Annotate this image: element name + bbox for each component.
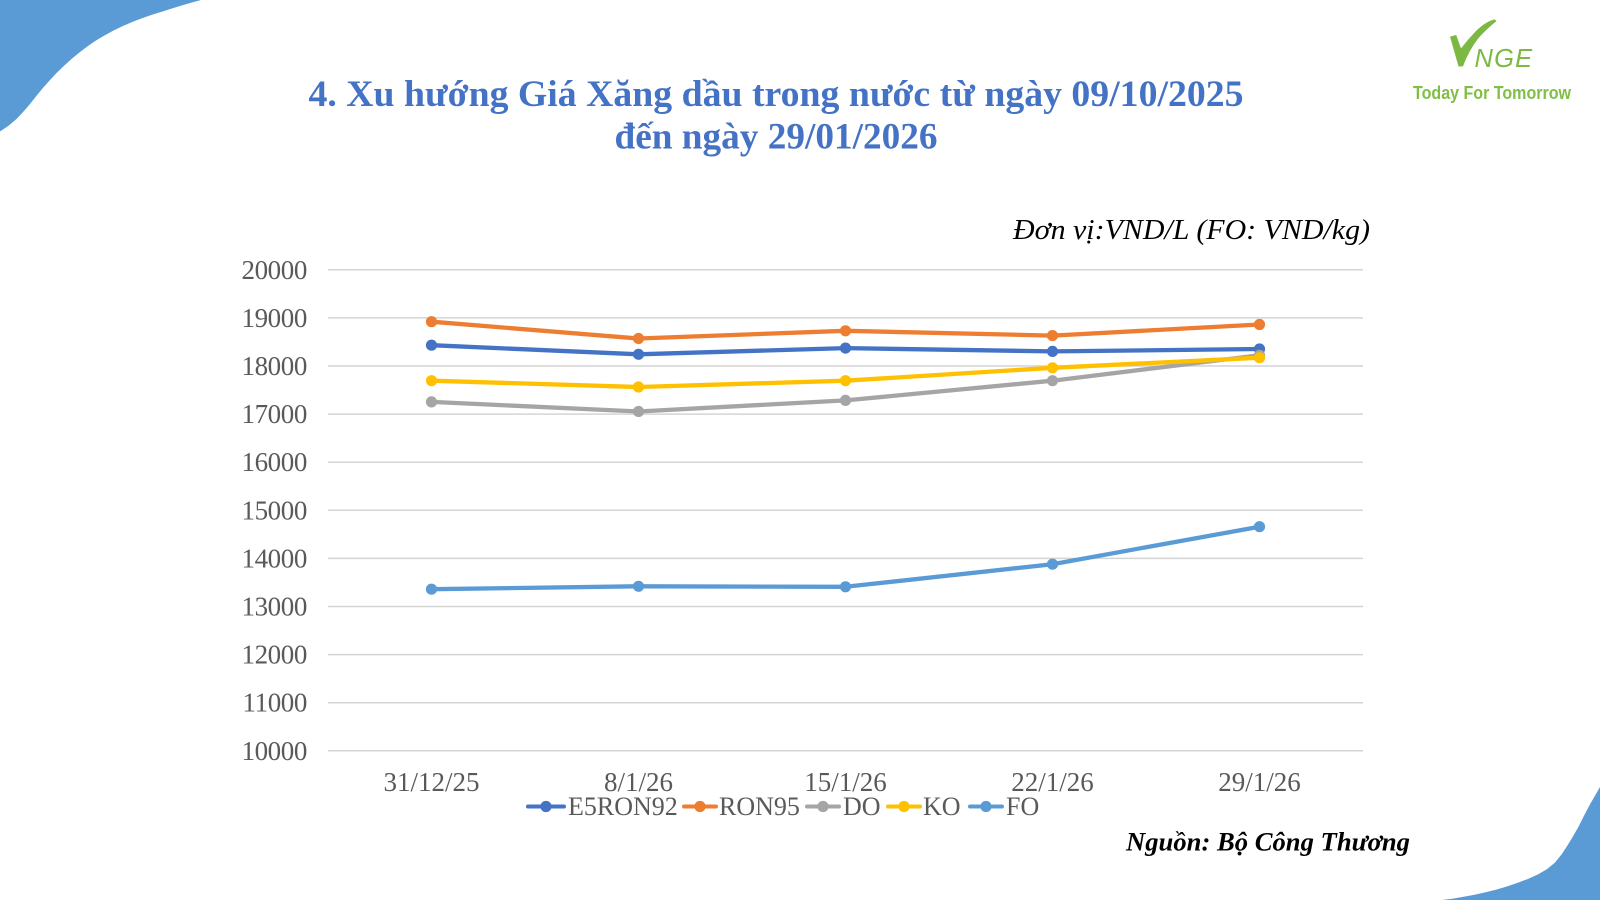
svg-text:19000: 19000 [241,303,307,333]
svg-text:10000: 10000 [241,736,307,766]
svg-text:22/1/26: 22/1/26 [1011,767,1094,797]
svg-text:11000: 11000 [243,688,308,718]
svg-text:13000: 13000 [241,592,307,622]
svg-text:Today For Tomorrow: Today For Tomorrow [1413,82,1572,103]
svg-text:NGE: NGE [1475,45,1534,73]
svg-text:12000: 12000 [241,640,307,670]
svg-text:15000: 15000 [241,495,307,525]
svg-text:Nguồn: Bộ Công Thương: Nguồn: Bộ Công Thương [1125,828,1410,857]
svg-text:KO: KO [923,792,961,821]
svg-text:E5RON92: E5RON92 [568,792,678,821]
svg-text:đến ngày 29/01/2026: đến ngày 29/01/2026 [615,117,938,158]
svg-text:17000: 17000 [241,399,307,429]
svg-text:RON95: RON95 [719,792,800,821]
svg-text:18000: 18000 [241,351,307,381]
svg-text:8/1/26: 8/1/26 [604,767,673,797]
svg-text:Đơn vị:VND/L (FO: VND/kg): Đơn vị:VND/L (FO: VND/kg) [1012,214,1370,246]
svg-text:20000: 20000 [241,255,307,285]
svg-text:FO: FO [1006,792,1039,821]
svg-text:14000: 14000 [241,543,307,573]
svg-text:16000: 16000 [241,447,307,477]
svg-text:15/1/26: 15/1/26 [804,767,887,797]
svg-text:29/1/26: 29/1/26 [1218,767,1301,797]
svg-text:DO: DO [843,792,881,821]
svg-text:4. Xu hướng Giá Xăng dầu trong: 4. Xu hướng Giá Xăng dầu trong nước từ n… [309,74,1244,115]
svg-text:31/12/25: 31/12/25 [383,767,479,797]
